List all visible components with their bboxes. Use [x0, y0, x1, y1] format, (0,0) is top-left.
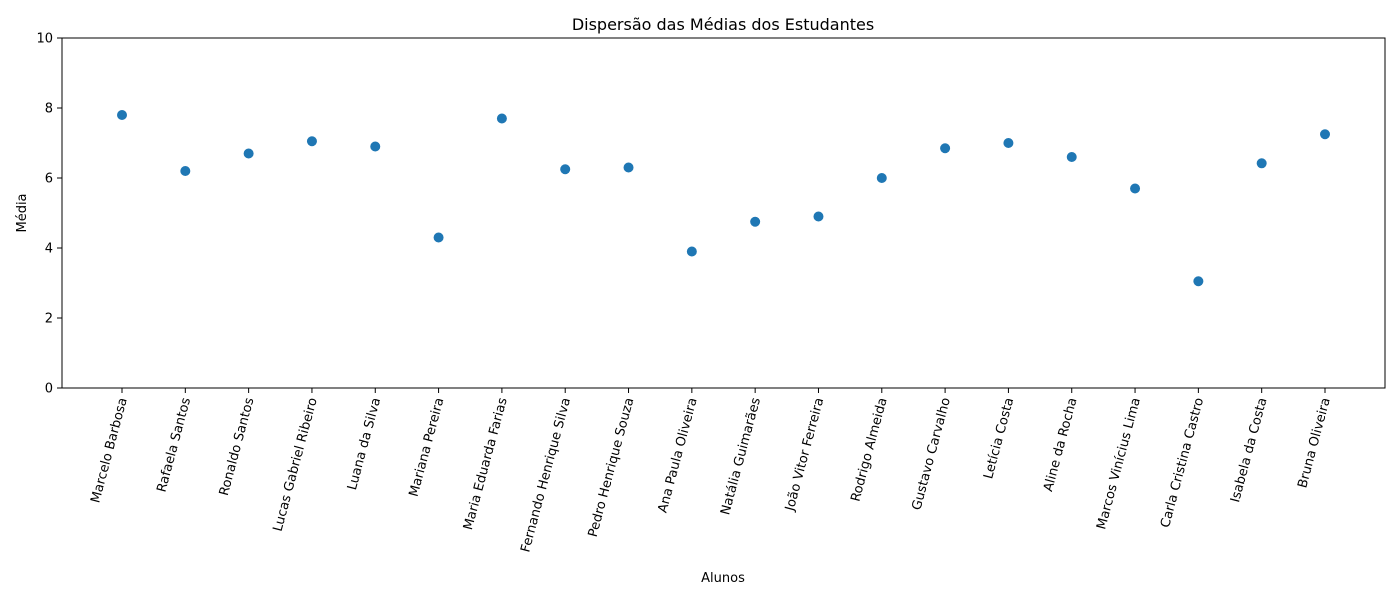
- data-point: [1256, 158, 1267, 169]
- y-axis: 0 2 4 6 8 10: [36, 32, 62, 397]
- data-points: [117, 110, 1330, 287]
- x-tick-label: Ronaldo Santos: [217, 396, 258, 498]
- y-tick-label: 8: [45, 102, 53, 117]
- x-tick-label: Marcos Vinícius Lima: [1094, 396, 1144, 531]
- data-point: [180, 166, 191, 176]
- x-tick-label: Isabela da Costa: [1228, 396, 1270, 504]
- x-tick-label: Rodrigo Almeida: [848, 396, 890, 503]
- data-point: [560, 164, 571, 175]
- data-point: [306, 136, 317, 147]
- chart-title: Dispersão das Médias dos Estudantes: [572, 15, 874, 34]
- x-tick-label: Gustavo Carvalho: [910, 396, 954, 512]
- data-point: [686, 246, 697, 257]
- x-tick-label: Lucas Gabriel Ribeiro: [271, 396, 321, 533]
- data-point: [623, 162, 634, 173]
- data-point: [940, 143, 951, 154]
- x-tick-label: Natália Guimarães: [718, 396, 764, 517]
- x-tick-label: Ana Paula Oliveira: [656, 396, 701, 514]
- y-tick-label: 2: [45, 312, 53, 327]
- data-point: [750, 216, 761, 227]
- x-tick-label: Pedro Henrique Souza: [586, 396, 638, 539]
- x-axis-label: Alunos: [701, 571, 745, 586]
- data-point: [876, 173, 887, 183]
- x-tick-label: Letícia Costa: [981, 396, 1017, 480]
- y-tick-label: 0: [45, 382, 53, 397]
- data-point: [117, 110, 127, 120]
- x-tick-label: Maria Eduarda Farias: [461, 396, 511, 532]
- x-tick-label: Bruna Oliveira: [1295, 396, 1334, 490]
- data-point: [496, 113, 507, 124]
- data-point: [433, 232, 444, 243]
- y-tick-label: 6: [45, 172, 53, 187]
- data-point: [1066, 152, 1077, 162]
- x-tick-label: Rafaela Santos: [155, 396, 195, 494]
- data-point: [1193, 276, 1204, 287]
- x-tick-label: Carla Cristina Castro: [1158, 396, 1207, 529]
- y-tick-label: 10: [36, 32, 53, 47]
- plot-area: [61, 37, 1386, 389]
- data-point: [1320, 129, 1330, 140]
- x-tick-label: João Vitor Ferreira: [782, 396, 827, 513]
- data-point: [1130, 183, 1141, 194]
- x-tick-label: Luana da Silva: [345, 396, 384, 492]
- x-axis: Marcelo Barbosa Rafaela Santos Ronaldo San…: [88, 388, 1334, 554]
- data-point: [243, 148, 254, 159]
- x-tick-label: Fernando Henrique Silva: [518, 396, 574, 554]
- y-axis-label: Média: [15, 193, 30, 232]
- data-point: [370, 141, 381, 152]
- x-tick-label: Mariana Pereira: [407, 396, 448, 498]
- data-point: [1003, 138, 1014, 148]
- data-point: [813, 211, 824, 222]
- x-tick-label: Marcelo Barbosa: [88, 396, 131, 504]
- y-tick-label: 4: [45, 242, 53, 257]
- x-tick-label: Aline da Rocha: [1041, 396, 1080, 493]
